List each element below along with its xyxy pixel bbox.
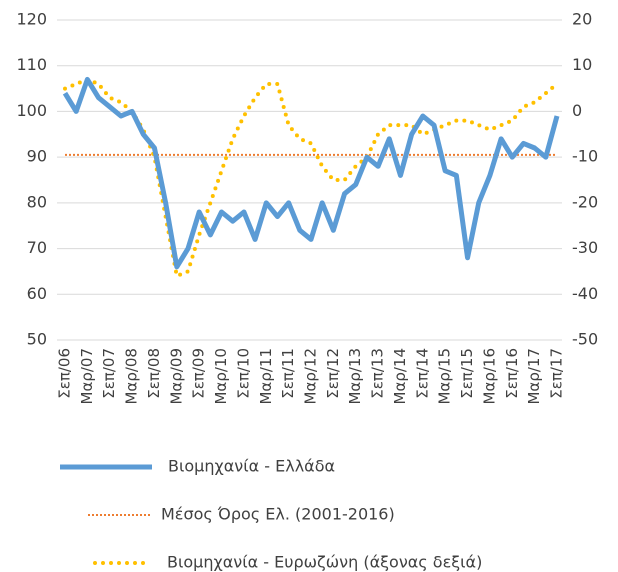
legend-label: Βιομηχανία - Ευρωζώνη (άξονας δεξιά) xyxy=(167,553,482,572)
x-tick-label: Σεπ/17 xyxy=(548,348,566,399)
y2-tick-label: 0 xyxy=(572,101,582,120)
x-tick-label: Σεπ/13 xyxy=(369,348,387,399)
x-tick-label: Σεπ/10 xyxy=(234,348,252,399)
legend-label: Βιομηχανία - Ελλάδα xyxy=(168,457,335,476)
x-tick-label: Μαρ/14 xyxy=(391,348,409,405)
series-line xyxy=(62,76,560,270)
y-tick-label: 110 xyxy=(16,55,47,74)
x-tick-label: Σεπ/14 xyxy=(413,348,431,399)
y-tick-label: 50 xyxy=(27,330,47,349)
y2-tick-label: 20 xyxy=(572,10,592,29)
y2-tick-label: 10 xyxy=(572,55,592,74)
legend-label: Μέσος Όρος Ελ. (2001-2016) xyxy=(161,505,395,524)
y-tick-label: 80 xyxy=(27,192,47,211)
x-tick-label: Σεπ/07 xyxy=(100,348,118,399)
x-tick-label: Μαρ/08 xyxy=(123,348,141,405)
x-tick-label: Μαρ/07 xyxy=(78,348,96,405)
x-tick-label: Σεπ/09 xyxy=(190,348,208,399)
y-tick-label: 70 xyxy=(27,238,47,257)
x-tick-label: Μαρ/09 xyxy=(167,348,185,405)
x-tick-label: Μαρ/15 xyxy=(436,348,454,405)
x-tick-label: Μαρ/10 xyxy=(212,348,230,405)
y-tick-label: 100 xyxy=(16,101,47,120)
y-tick-label: 90 xyxy=(27,147,47,166)
x-tick-label: Σεπ/11 xyxy=(279,348,297,399)
x-tick-label: Μαρ/16 xyxy=(480,348,498,405)
x-tick-label: Σεπ/15 xyxy=(458,348,476,399)
y2-tick-label: -40 xyxy=(572,284,598,303)
x-tick-label: Σεπ/08 xyxy=(145,348,163,399)
x-tick-label: Σεπ/12 xyxy=(324,348,342,399)
y2-tick-label: -30 xyxy=(572,238,598,257)
y-tick-label: 60 xyxy=(27,284,47,303)
x-tick-label: Μαρ/12 xyxy=(302,348,320,405)
y2-tick-label: -50 xyxy=(572,330,598,349)
x-tick-label: Μαρ/13 xyxy=(346,348,364,405)
y2-tick-label: -20 xyxy=(572,192,598,211)
series-line xyxy=(63,77,559,279)
y-tick-label: 120 xyxy=(16,10,47,29)
y2-tick-label: -10 xyxy=(572,147,598,166)
x-tick-label: Μαρ/17 xyxy=(525,348,543,405)
x-tick-label: Σεπ/06 xyxy=(56,348,74,399)
x-tick-label: Μαρ/11 xyxy=(257,348,275,405)
x-tick-label: Σεπ/16 xyxy=(503,348,521,399)
